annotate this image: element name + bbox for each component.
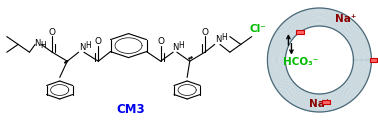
Text: H: H bbox=[85, 41, 91, 50]
Bar bbox=[370, 58, 377, 62]
Text: O: O bbox=[49, 28, 56, 37]
Text: Na⁺: Na⁺ bbox=[309, 99, 330, 109]
Text: H: H bbox=[40, 41, 46, 50]
Text: H: H bbox=[221, 33, 227, 42]
Text: N: N bbox=[79, 43, 85, 52]
Text: N: N bbox=[35, 39, 41, 48]
Text: N: N bbox=[215, 35, 222, 44]
Text: Cl⁻: Cl⁻ bbox=[249, 24, 266, 34]
Text: O: O bbox=[95, 37, 102, 46]
Text: H: H bbox=[178, 41, 184, 50]
Text: N: N bbox=[172, 43, 178, 52]
Text: HCO₃⁻: HCO₃⁻ bbox=[283, 57, 318, 67]
Text: O: O bbox=[201, 28, 208, 37]
Text: Na⁺: Na⁺ bbox=[335, 14, 356, 24]
Text: O: O bbox=[157, 37, 164, 46]
Text: CM3: CM3 bbox=[116, 103, 145, 116]
Bar bbox=[322, 100, 330, 104]
Bar bbox=[296, 30, 304, 34]
